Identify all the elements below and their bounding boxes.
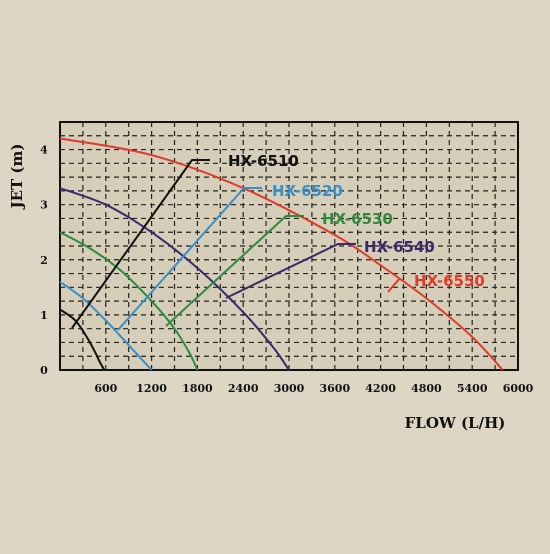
legend-label-hx-6520: HX-6520 [272,182,343,200]
series-line-hx-6550 [59,137,504,371]
y-axis-title: JET (m) [8,144,26,211]
legend-label-hx-6550: HX-6550 [414,272,485,290]
y-tick-label: 4 [40,144,48,157]
x-tick-label: 4200 [365,382,396,395]
y-tick-label: 0 [40,364,48,377]
leader-line-hx-6540 [225,243,356,299]
legend-layer: HX-6510 HX-6520 HX-6530 HX-6540 HX-6550 [71,152,485,331]
series-line-hx-6540 [59,187,290,371]
series-line-hx-6520 [59,281,153,371]
leader-line-hx-6530 [165,215,304,327]
legend-label-hx-6540: HX-6540 [364,238,435,256]
leader-line-hx-6550 [387,277,401,293]
x-tick-label: 1800 [182,382,213,395]
x-tick-label: 5400 [457,382,488,395]
x-tick-label: 3000 [274,382,305,395]
x-tick-label: 2400 [228,382,259,395]
legend-label-hx-6530: HX-6530 [322,210,393,228]
x-tick-label: 6000 [503,382,534,395]
series-layer [59,137,504,371]
x-tick-label: 600 [94,382,117,395]
x-tick-label: 1200 [136,382,167,395]
grid-layer [60,122,518,370]
y-tick-label: 2 [40,254,48,267]
ticks-layer: 600 1200 1800 2400 3000 3600 4200 4800 5400 6000 0… [40,144,533,395]
leader-line-hx-6520 [117,187,262,331]
series-line-hx-6530 [59,231,199,371]
x-tick-label: 4800 [411,382,442,395]
x-tick-label: 3600 [319,382,350,395]
y-tick-label: 1 [40,309,48,322]
legend-label-hx-6510: HX-6510 [228,152,299,170]
y-tick-label: 3 [40,199,48,212]
x-axis-title: FLOW (L/H) [405,414,506,432]
leader-line-hx-6510 [71,159,210,329]
series-line-hx-6510 [59,308,106,371]
